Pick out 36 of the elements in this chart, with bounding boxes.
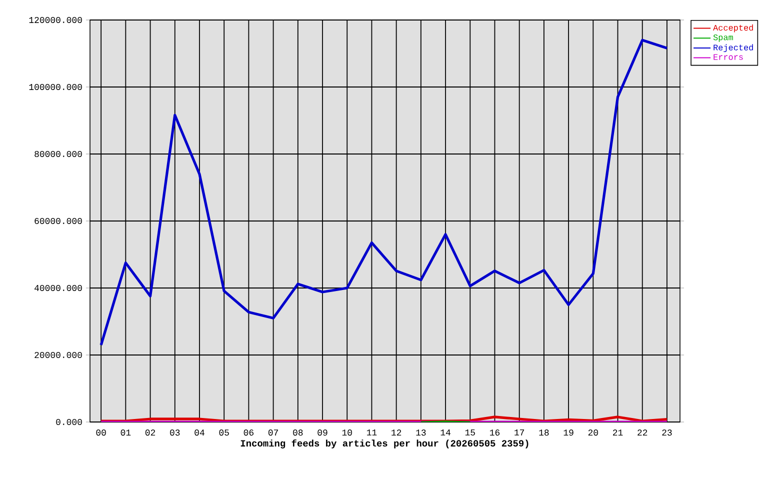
x-tick-label: 22 [638,430,648,436]
legend-label: Accepted [713,24,753,32]
x-tick-label: 02 [145,430,156,436]
x-tick-label: 00 [96,430,106,436]
legend-label: Spam [713,34,733,42]
y-tick-label: 0.000 [56,418,82,426]
x-tick-label: 03 [170,430,180,436]
x-tick-label: 05 [219,430,229,436]
legend-label: Errors [714,54,743,60]
y-tick-label: 20000.000 [34,352,82,358]
x-tick-label: 01 [120,430,131,436]
x-tick-label: 04 [194,430,204,436]
x-tick-label: 19 [564,430,574,436]
y-tick-label: 120000.000 [29,16,82,24]
x-tick-label: 18 [539,430,549,436]
x-tick-label: 06 [244,430,254,436]
x-axis-title: Incoming feeds by articles per hour (20260505 2359) [240,439,528,448]
x-tick-label: 08 [293,430,303,436]
x-tick-label: 17 [514,430,524,436]
x-tick-label: 14 [440,430,450,436]
y-tick-label: 40000.000 [34,284,82,292]
x-tick-label: 16 [490,430,500,436]
x-tick-label: 10 [342,430,352,436]
x-tick-label: 09 [318,430,328,436]
x-tick-label: 07 [268,430,278,436]
x-tick-label: 13 [416,430,426,436]
x-tick-label: 20 [588,430,598,436]
x-tick-label: 15 [465,430,475,436]
legend-label: Rejected [714,44,753,52]
y-tick-label: 80000.000 [34,150,82,158]
x-tick-label: 23 [662,430,672,436]
x-tick-label: 21 [613,430,623,436]
x-tick-label: 12 [392,430,402,436]
y-tick-label: 100000.000 [29,84,82,90]
x-tick-label: 11 [366,430,377,436]
y-tick-label: 60000.000 [34,218,82,224]
